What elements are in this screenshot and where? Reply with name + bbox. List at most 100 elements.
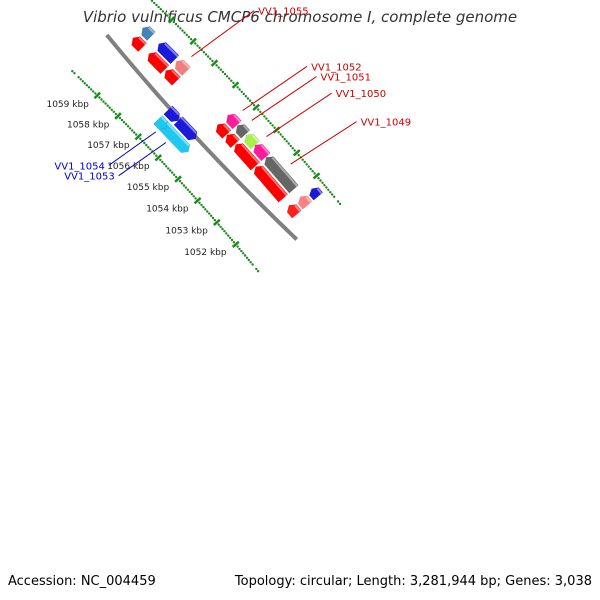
gene-arrow[interactable]	[286, 204, 302, 219]
tick-dot	[100, 98, 103, 101]
gene-label-leader	[108, 131, 157, 166]
tick-dot	[283, 137, 286, 141]
gene-arrow[interactable]	[253, 143, 271, 162]
gene-arrow[interactable]	[215, 123, 232, 139]
gene-arrow[interactable]	[233, 143, 261, 171]
tick-dot	[185, 33, 188, 37]
tick-dot	[174, 175, 178, 179]
tick-dot	[133, 131, 136, 134]
gene-label[interactable]: VV1_1054	[54, 161, 105, 172]
gene-label[interactable]: VV1_1055	[258, 7, 309, 18]
tick-dot	[228, 236, 232, 239]
gene-arrow[interactable]	[157, 42, 180, 65]
gene-arrow-highlight	[251, 134, 260, 143]
tick-dot	[277, 131, 280, 134]
gene-arrow[interactable]	[131, 36, 148, 52]
gene-label[interactable]: VV1_1051	[321, 73, 372, 84]
tick-dot	[323, 184, 326, 187]
gene-label[interactable]: VV1_1052	[311, 62, 362, 73]
gene-arrow[interactable]	[173, 116, 198, 141]
tick-dot	[128, 127, 132, 130]
gene-arrow[interactable]	[253, 165, 289, 203]
tick-dot	[213, 219, 217, 222]
tick-dot	[240, 90, 243, 94]
gene-label[interactable]: VV1_1050	[336, 89, 387, 100]
gene-arrow[interactable]	[164, 69, 181, 86]
tick-dot	[178, 180, 182, 183]
tick-dot	[206, 55, 210, 58]
gene-label[interactable]: VV1_1053	[64, 172, 115, 183]
tick-dot	[180, 182, 184, 185]
gene-arrow[interactable]	[225, 133, 240, 149]
tick-dots-layer	[71, 0, 342, 273]
gene-arrow-highlight	[271, 156, 299, 187]
topology-label: Topology: circular; Length: 3,281,944 bp…	[234, 574, 592, 589]
tick-dot	[176, 25, 180, 28]
tick-dot	[287, 142, 290, 145]
gene-arrow-highlight	[148, 26, 156, 34]
tick-dot	[230, 238, 234, 242]
tick-dot	[223, 72, 227, 76]
kbp-tick-mark	[93, 91, 101, 100]
tick-dot	[279, 133, 282, 136]
tick-dot	[338, 202, 342, 206]
kbp-tick-mark	[231, 81, 240, 89]
tick-dot	[198, 46, 201, 49]
gene-arrow[interactable]	[163, 105, 180, 123]
gene-label[interactable]: VV1_1049	[361, 118, 412, 129]
gene-arrow[interactable]	[235, 124, 251, 139]
tick-dot	[143, 141, 146, 145]
gene-arrow[interactable]	[264, 156, 299, 194]
gene-arrow[interactable]	[297, 195, 313, 210]
tick-dot	[179, 27, 182, 30]
tick-dot	[198, 201, 201, 204]
gene-arrow-highlight	[232, 134, 240, 142]
tick-dot	[265, 117, 268, 120]
gene-arrow-highlight	[233, 114, 242, 123]
tick-dot	[167, 167, 170, 170]
tick-dot	[236, 86, 239, 89]
tick-dot	[249, 261, 252, 264]
tick-dot	[153, 1, 156, 5]
tick-dot	[98, 96, 101, 99]
gene-arrow[interactable]	[309, 187, 324, 201]
tick-dot	[196, 44, 199, 47]
kbp-tick-mark	[174, 175, 182, 183]
tick-dot	[204, 208, 207, 211]
tick-dot	[186, 188, 190, 191]
tick-dot	[131, 129, 134, 132]
tick-dot	[305, 163, 308, 166]
tick-dot	[166, 14, 169, 17]
gene-arrow-highlight	[154, 52, 169, 68]
gene-arrow-highlight	[164, 42, 179, 58]
tick-dot	[108, 106, 111, 109]
tick-dot	[219, 68, 222, 71]
tick-dot	[71, 70, 74, 73]
kbp-tick-label: 1059 kbp	[46, 100, 89, 110]
tick-dot	[303, 160, 306, 164]
tick-dot	[333, 195, 336, 198]
tick-dot	[157, 5, 160, 9]
tick-dot	[102, 100, 105, 103]
gene-arrow-highlight	[138, 36, 147, 45]
kbp-tick-mark	[212, 218, 221, 226]
gene-arrow[interactable]	[141, 26, 156, 41]
tick-dot	[293, 149, 296, 152]
tick-dot	[240, 249, 243, 253]
gene-arrow[interactable]	[226, 113, 242, 130]
tick-dot	[321, 181, 324, 184]
tick-dot	[256, 270, 260, 273]
gene-arrow[interactable]	[147, 52, 170, 75]
gene-arrow-highlight	[181, 60, 191, 70]
gene-arrow[interactable]	[244, 133, 261, 150]
gene-label-leader	[118, 142, 167, 177]
gene-arrow[interactable]	[153, 115, 168, 130]
gene-arrow-highlight	[171, 69, 181, 79]
kbp-tick-label: 1053 kbp	[165, 226, 208, 236]
tick-dot	[297, 153, 300, 157]
tick-dot	[194, 42, 197, 45]
tick-dot	[192, 195, 195, 198]
tick-dot	[124, 123, 128, 126]
gene-arrow[interactable]	[174, 59, 191, 76]
